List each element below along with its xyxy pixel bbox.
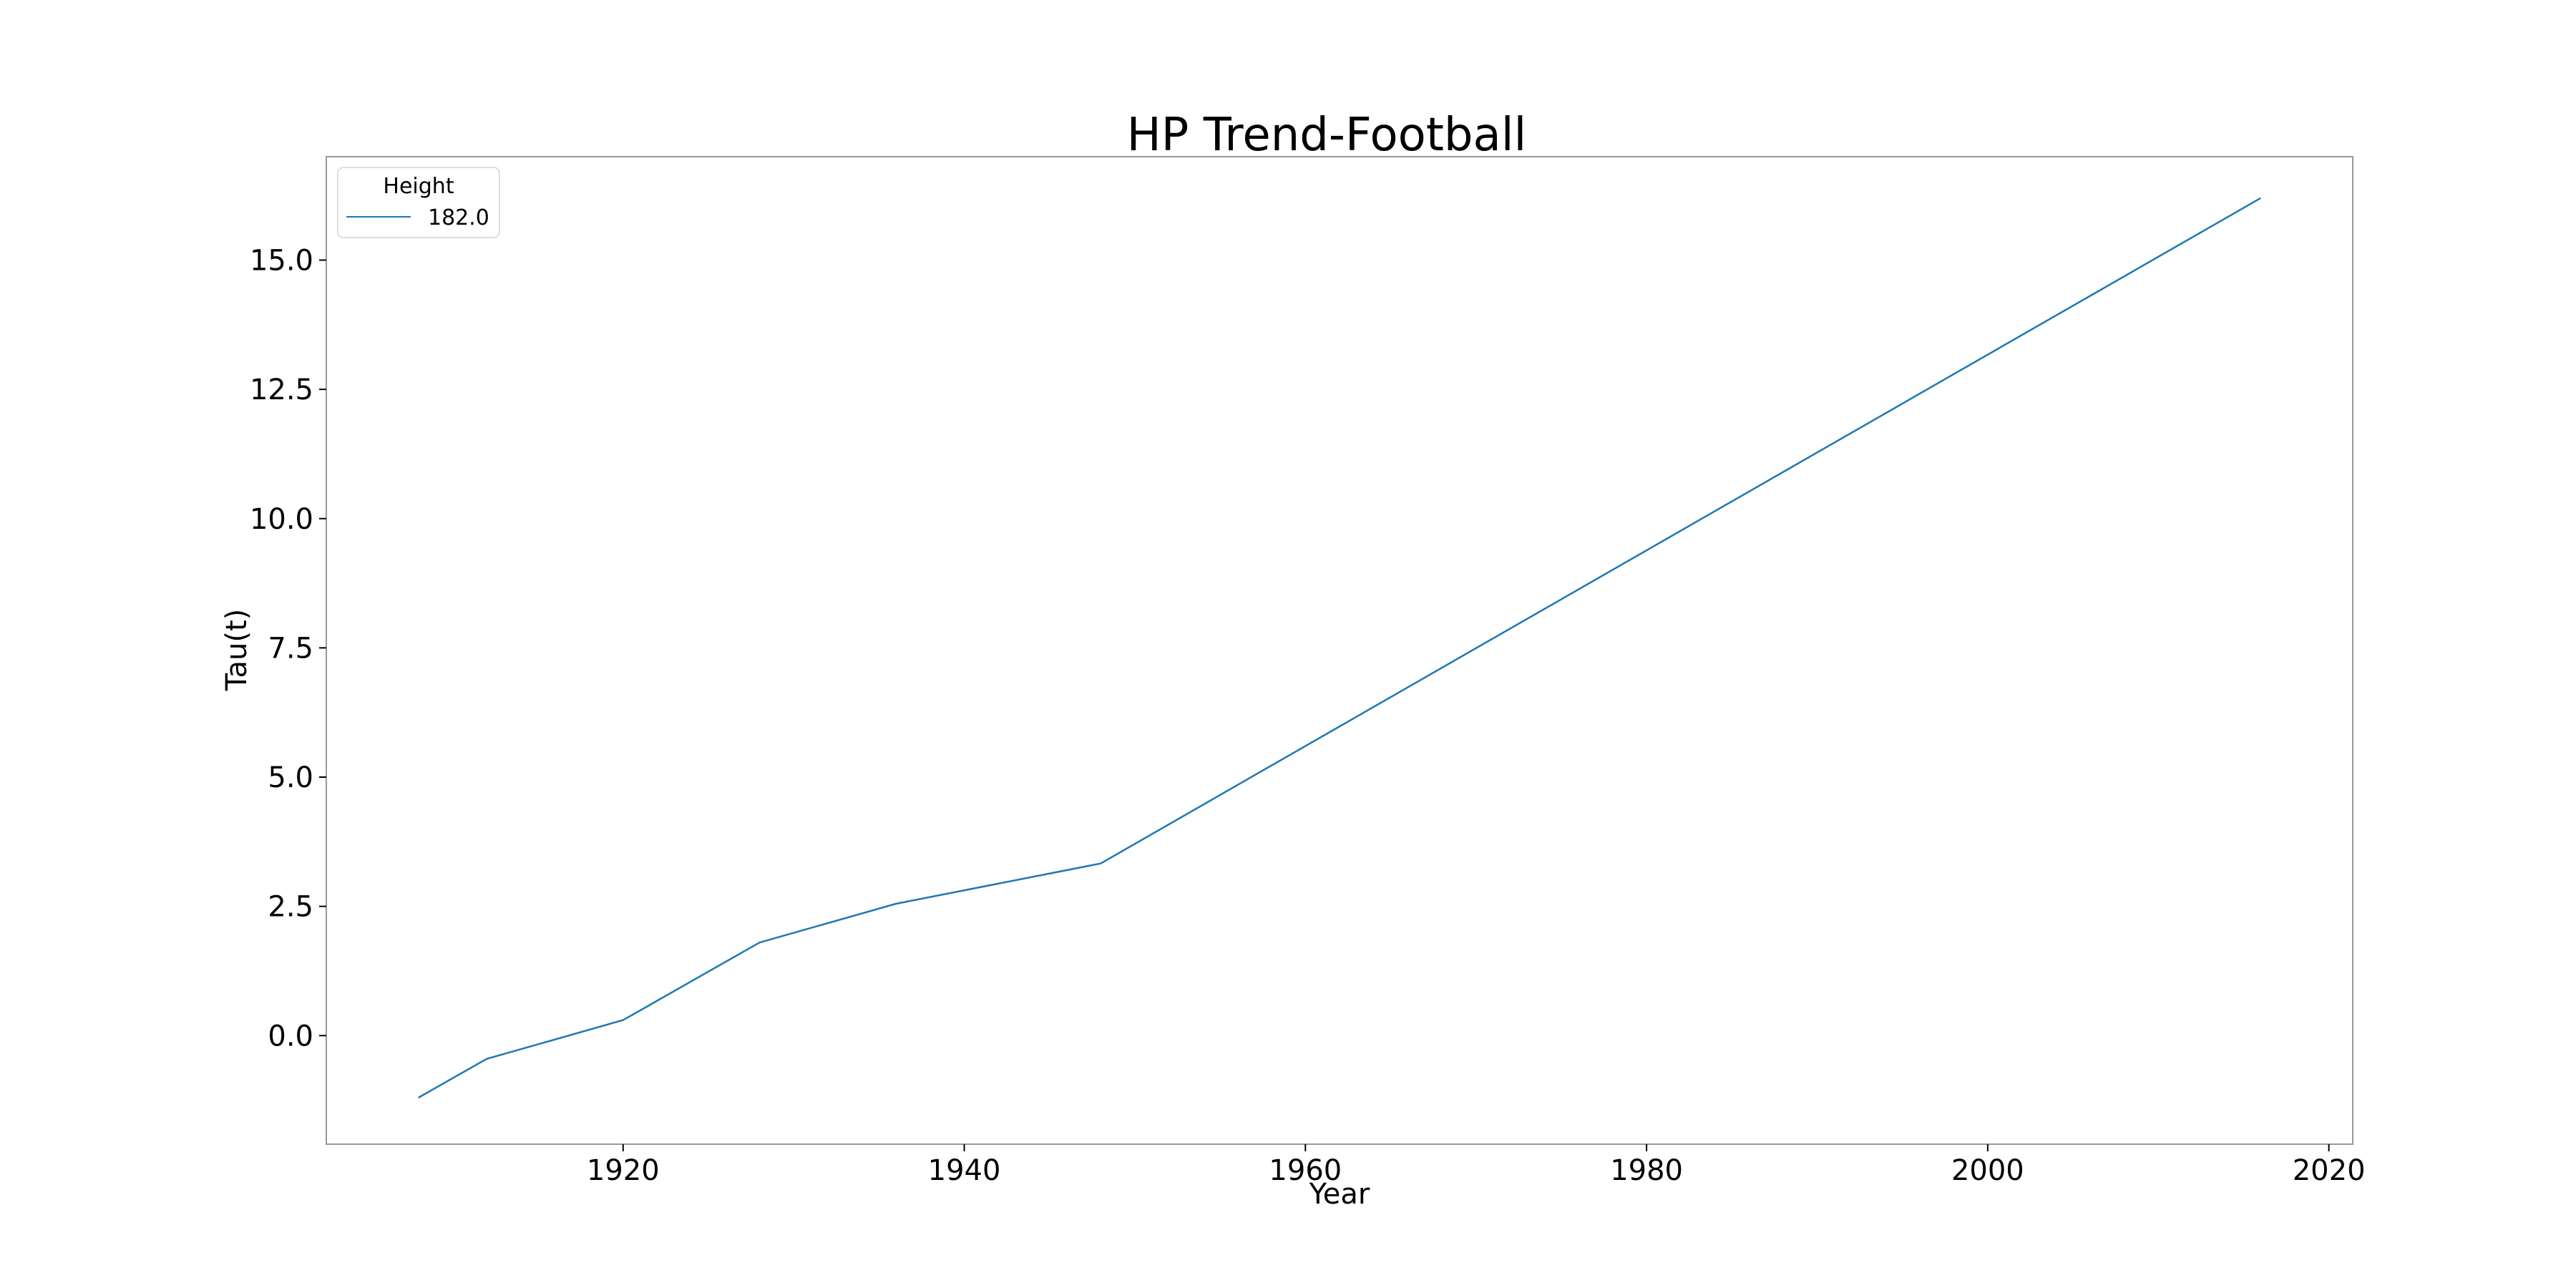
y-tick-label: 2.5 [268, 891, 313, 924]
x-tick-label: 1980 [1610, 1154, 1683, 1187]
plot-area [326, 156, 2353, 1145]
y-tick-label: 10.0 [250, 503, 313, 536]
x-tick-label: 1940 [928, 1154, 1001, 1187]
series-layer [418, 197, 2261, 1099]
x-tick-label: 2000 [1951, 1154, 2024, 1187]
y-axis-ticks: 0.0 2.5 5.0 7.5 10.0 12.5 15.0 [250, 245, 326, 1053]
series-line-0 [418, 197, 2261, 1099]
legend: Height 182.0 [337, 167, 500, 238]
legend-entry-label: 182.0 [428, 205, 489, 230]
x-tick-label: 2020 [2293, 1154, 2366, 1187]
x-axis-label: Year [1309, 1178, 1370, 1211]
y-tick-label: 5.0 [268, 761, 313, 794]
x-axis-ticks: 1920 1940 1960 1980 2000 2020 [587, 1144, 2366, 1187]
y-tick-label: 0.0 [268, 1020, 313, 1053]
chart-title: HP Trend-Football [1127, 109, 1527, 162]
y-axis-label: Tau(t) [220, 609, 253, 692]
x-tick-label: 1960 [1269, 1154, 1342, 1187]
axes-frame [326, 156, 2353, 1145]
y-tick-label: 7.5 [268, 632, 313, 665]
y-tick-label: 12.5 [250, 374, 313, 406]
legend-title: Height [383, 174, 454, 199]
x-tick-label: 1920 [587, 1154, 660, 1187]
legend-box [337, 167, 500, 238]
y-tick-label: 15.0 [250, 245, 313, 278]
